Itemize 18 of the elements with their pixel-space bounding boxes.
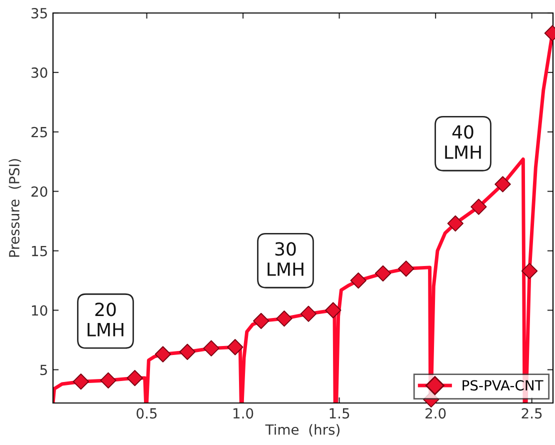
- y-tick-label: 20: [31, 186, 48, 197]
- y-tick-label: 25: [31, 126, 47, 138]
- y-tick-label: 15: [32, 246, 47, 256]
- x-tick-label: 1.0: [234, 408, 254, 419]
- y-tick-label: 5: [40, 364, 47, 376]
- annotation: 40 LMH: [445, 125, 481, 159]
- x-tick-label: 0.5: [136, 408, 157, 419]
- annotation: 30 LMH: [268, 242, 304, 276]
- y-tick-label: 35: [32, 8, 47, 18]
- y-tick-label: 30: [32, 67, 48, 78]
- x-tick-label: 2.5: [522, 408, 542, 419]
- y-axis-title: Pressure (PSI): [8, 159, 22, 257]
- x-tick-label: 1.5: [330, 408, 350, 419]
- annotation: 20 LMH: [88, 302, 124, 336]
- x-tick-label: 2.0: [426, 408, 446, 419]
- y-tick-label: 10: [32, 305, 48, 316]
- x-axis-title: Time (hrs): [265, 424, 340, 436]
- legend-label: PS-PVA-CNT: [462, 380, 544, 391]
